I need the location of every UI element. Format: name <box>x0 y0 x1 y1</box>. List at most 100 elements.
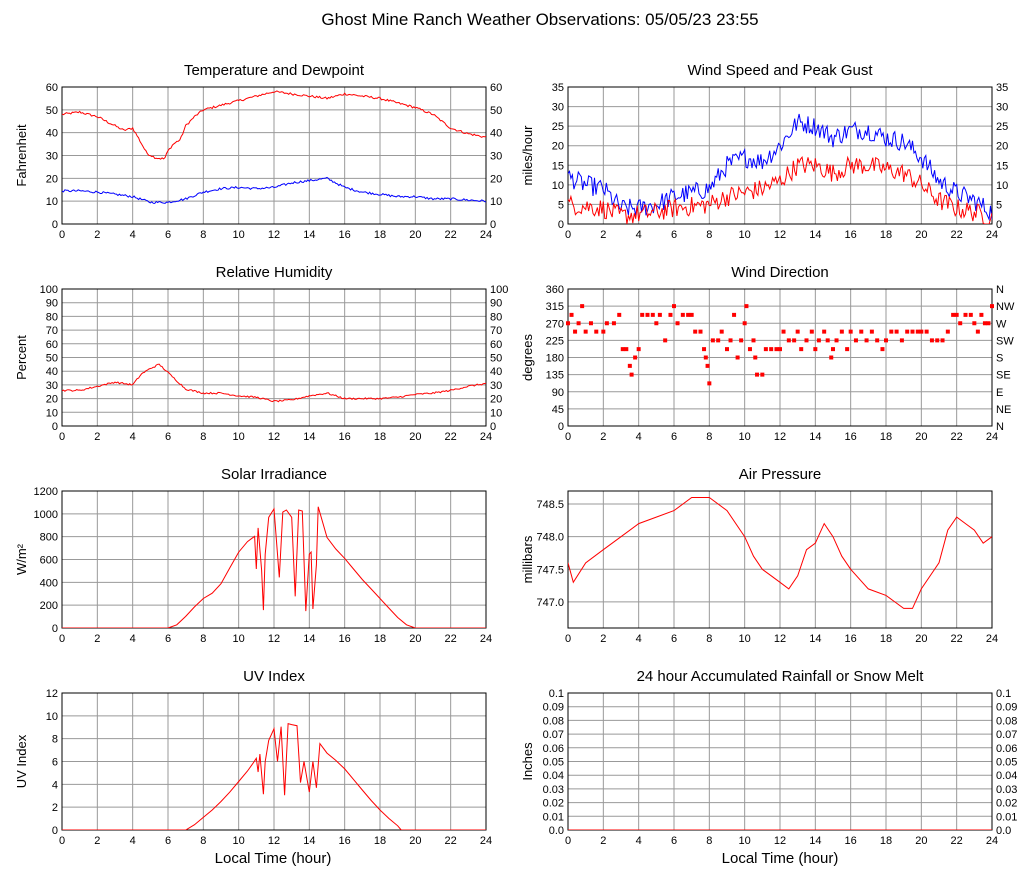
y-right-tick-label: 40 <box>490 128 502 140</box>
chart-title: Air Pressure <box>739 466 822 483</box>
x-tick-label: 12 <box>774 633 786 645</box>
x-tick-label: 24 <box>480 431 492 443</box>
data-point <box>629 372 634 377</box>
y-right-tick-label: 0.02 <box>996 798 1017 810</box>
data-point <box>813 347 818 352</box>
x-tick-label: 14 <box>303 229 315 241</box>
x-tick-label: 10 <box>233 633 245 645</box>
data-point <box>580 304 585 309</box>
x-tick-label: 10 <box>739 229 751 241</box>
y-right-tick-label: 60 <box>490 339 502 351</box>
data-point <box>958 321 963 326</box>
x-tick-label: 2 <box>94 229 100 241</box>
data-point <box>975 329 980 334</box>
data-point <box>627 363 632 368</box>
chart-title: Wind Speed and Peak Gust <box>687 62 873 79</box>
plot-frame <box>61 288 487 427</box>
y-tick-label: 70 <box>46 325 58 337</box>
x-tick-label: 2 <box>600 835 606 847</box>
data-point <box>693 329 698 334</box>
plot-frame <box>61 692 487 831</box>
data-point <box>990 304 994 309</box>
y-tick-label: 4 <box>52 779 58 791</box>
data-point <box>617 312 622 317</box>
x-tick-label: 18 <box>880 835 892 847</box>
x-tick-label: 24 <box>986 431 998 443</box>
data-point <box>742 321 747 326</box>
x-tick-label: 10 <box>739 633 751 645</box>
y-tick-label: 100 <box>40 284 58 296</box>
y-tick-label: 30 <box>552 102 564 114</box>
y-axis-label: W/m² <box>14 543 29 575</box>
y-right-tick-label: 0.08 <box>996 715 1017 727</box>
y-right-tick-label: 30 <box>996 102 1008 114</box>
x-tick-label: 6 <box>165 229 171 241</box>
y-right-tick-label: 15 <box>996 160 1008 172</box>
y-right-tick-label: 0.06 <box>996 743 1017 755</box>
x-tick-label: 8 <box>706 633 712 645</box>
data-point <box>633 355 638 360</box>
y-tick-label: 800 <box>40 532 58 544</box>
y-tick-label: 0.03 <box>543 784 564 796</box>
y-tick-label: 600 <box>40 555 58 567</box>
x-tick-label: 12 <box>268 229 280 241</box>
x-axis-label-left: Local Time (hour) <box>215 850 332 867</box>
plot-frame <box>61 490 487 629</box>
data-point <box>822 329 827 334</box>
data-point <box>763 347 768 352</box>
y-tick-label: 20 <box>46 173 58 185</box>
x-tick-label: 10 <box>233 229 245 241</box>
y-right-tick-label: SE <box>996 370 1011 382</box>
x-tick-label: 16 <box>845 835 857 847</box>
data-point <box>769 347 774 352</box>
x-tick-label: 0 <box>59 431 65 443</box>
data-point <box>566 321 570 326</box>
data-point <box>753 355 758 360</box>
data-point <box>645 312 650 317</box>
data-point <box>744 304 749 309</box>
data-point <box>792 338 797 343</box>
x-tick-label: 22 <box>445 633 457 645</box>
y-tick-label: 0.1 <box>549 688 564 700</box>
x-tick-label: 16 <box>339 431 351 443</box>
x-tick-label: 12 <box>774 835 786 847</box>
data-point <box>799 347 804 352</box>
x-tick-label: 8 <box>200 431 206 443</box>
y-tick-label: 25 <box>552 121 564 133</box>
y-tick-label: 0 <box>52 219 58 231</box>
y-axis-label: miles/hour <box>520 125 535 186</box>
y-axis-label: degrees <box>520 334 535 381</box>
y-tick-label: 40 <box>46 128 58 140</box>
data-point <box>845 347 850 352</box>
x-tick-label: 10 <box>233 431 245 443</box>
y-right-tick-label: 10 <box>490 407 502 419</box>
data-point <box>583 329 588 334</box>
y-tick-label: 180 <box>546 353 564 365</box>
data-point <box>809 329 814 334</box>
y-right-tick-label: 0.07 <box>996 729 1017 741</box>
data-point <box>703 355 708 360</box>
data-point <box>778 347 782 352</box>
y-axis-label: Inches <box>520 742 535 781</box>
x-tick-label: 20 <box>915 633 927 645</box>
data-point <box>979 312 984 317</box>
y-tick-label: 0 <box>52 421 58 433</box>
y-tick-label: 0.02 <box>543 798 564 810</box>
x-tick-label: 14 <box>303 835 315 847</box>
x-tick-label: 20 <box>915 431 927 443</box>
x-tick-label: 8 <box>200 229 206 241</box>
data-point <box>889 329 894 334</box>
data-point <box>611 321 616 326</box>
x-tick-label: 4 <box>636 229 642 241</box>
y-tick-label: 0.05 <box>543 757 564 769</box>
data-point <box>774 347 779 352</box>
x-tick-label: 18 <box>374 431 386 443</box>
y-tick-label: 748.5 <box>536 499 564 511</box>
x-tick-label: 0 <box>59 229 65 241</box>
y-right-tick-label: NE <box>996 404 1011 416</box>
data-point <box>636 347 641 352</box>
x-tick-label: 2 <box>94 633 100 645</box>
x-tick-label: 12 <box>774 431 786 443</box>
y-tick-label: 315 <box>546 301 564 313</box>
y-tick-label: 0.01 <box>543 811 564 823</box>
